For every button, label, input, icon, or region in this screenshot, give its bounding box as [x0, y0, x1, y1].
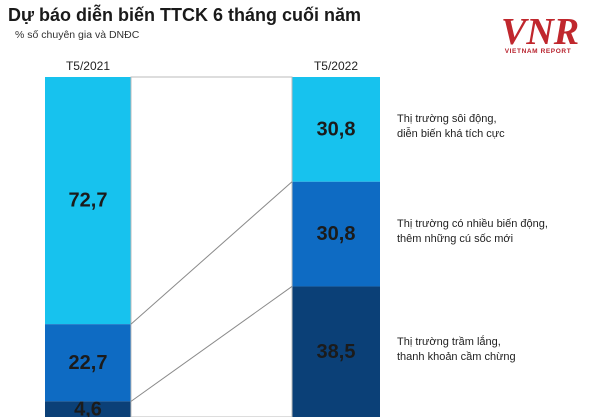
bar-1-segment-3 [45, 401, 131, 417]
vnr-logo-caption: VIETNAM REPORT [504, 48, 572, 55]
bar-2-segment-2 [292, 181, 380, 287]
category-label-1: T5/2021 [66, 59, 110, 73]
data-label-bar-2-segment-1: 30,8 [317, 118, 356, 140]
data-label-bar-2-segment-3: 38,5 [317, 341, 356, 363]
data-label-bar-2-segment-2: 30,8 [317, 223, 356, 245]
chart-subtitle: % số chuyên gia và DNĐC [15, 29, 140, 41]
annotation-1-line-2: diễn biến khá tích cực [397, 128, 505, 140]
bar-1-segment-2 [45, 324, 131, 402]
bar-2-segment-1 [292, 77, 380, 182]
bar-1-segment-1 [45, 77, 131, 325]
connector-line-1 [130, 181, 293, 325]
annotation-3: Thị trường trầm lắng, thanh khoản cầm ch… [397, 335, 516, 365]
bar-gap-frame [130, 76, 293, 417]
data-label-bar-1-segment-1: 72,7 [69, 190, 108, 212]
connector-line-2 [130, 286, 293, 402]
annotation-3-line-2: thanh khoản cầm chừng [397, 351, 516, 363]
data-label-bar-1-segment-2: 22,7 [69, 352, 108, 374]
vnr-logo: VNR [501, 11, 578, 53]
annotation-2-line-2: thêm những cú sốc mới [397, 233, 514, 245]
annotation-3-line-1: Thị trường trầm lắng, [397, 336, 501, 348]
data-label-bar-1-segment-3: 4,6 [74, 398, 102, 417]
bar-2-segment-3 [292, 286, 380, 417]
chart-title: Dự báo diễn biến TTCK 6 tháng cuối năm [8, 5, 362, 25]
annotation-1: Thị trường sôi động, diễn biến khá tích … [397, 112, 505, 142]
annotation-2-line-1: Thị trường có nhiều biến động, [397, 218, 548, 230]
vnr-logo-mark: VNR [501, 11, 578, 53]
annotation-1-line-1: Thị trường sôi động, [397, 113, 497, 125]
annotation-2: Thị trường có nhiều biến động, thêm nhữn… [397, 217, 548, 247]
category-label-2: T5/2022 [314, 59, 358, 73]
